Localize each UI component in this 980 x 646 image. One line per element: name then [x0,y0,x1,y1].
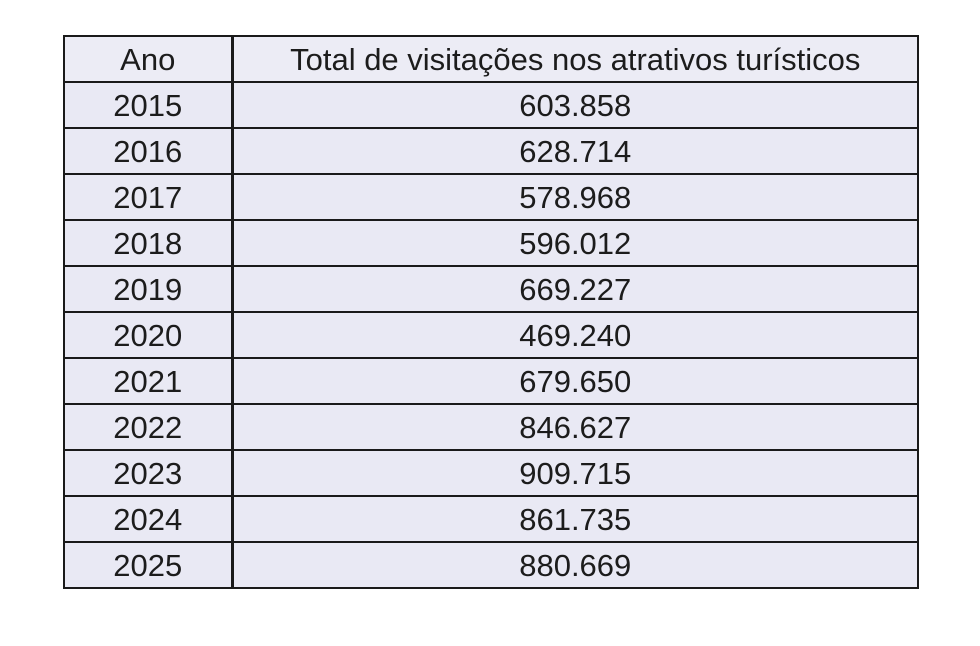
total-cell: 909.715 [231,449,919,497]
total-cell: 669.227 [231,265,919,313]
total-cell: 603.858 [231,81,919,129]
total-cell: 846.627 [231,403,919,451]
visitation-table-container: Ano Total de visitações nos atrativos tu… [63,35,919,589]
year-cell: 2025 [63,541,234,589]
total-cell: 578.968 [231,173,919,221]
year-cell: 2020 [63,311,234,359]
year-cell: 2016 [63,127,234,175]
year-cell: 2022 [63,403,234,451]
year-cell: 2023 [63,449,234,497]
year-cell: 2018 [63,219,234,267]
total-cell: 469.240 [231,311,919,359]
total-cell: 861.735 [231,495,919,543]
total-cell: 628.714 [231,127,919,175]
table-row: 2015 603.858 [63,81,919,129]
year-cell: 2017 [63,173,234,221]
year-cell: 2021 [63,357,234,405]
table-row: 2017 578.968 [63,173,919,221]
table-header: Ano Total de visitações nos atrativos tu… [63,35,919,83]
year-cell: 2024 [63,495,234,543]
table-row: 2020 469.240 [63,311,919,359]
table-row: 2025 880.669 [63,541,919,589]
table-row: 2023 909.715 [63,449,919,497]
total-cell: 880.669 [231,541,919,589]
column-header-total: Total de visitações nos atrativos turíst… [231,35,919,83]
table-row: 2022 846.627 [63,403,919,451]
year-cell: 2015 [63,81,234,129]
table-row: 2018 596.012 [63,219,919,267]
visitation-table: Ano Total de visitações nos atrativos tu… [63,35,919,589]
total-cell: 596.012 [231,219,919,267]
total-cell: 679.650 [231,357,919,405]
table-row: 2016 628.714 [63,127,919,175]
table-row: 2019 669.227 [63,265,919,313]
column-header-year: Ano [63,35,234,83]
table-body: 2015 603.858 2016 628.714 2017 578.968 2… [63,81,919,589]
year-cell: 2019 [63,265,234,313]
table-header-row: Ano Total de visitações nos atrativos tu… [63,35,919,83]
table-row: 2021 679.650 [63,357,919,405]
table-row: 2024 861.735 [63,495,919,543]
